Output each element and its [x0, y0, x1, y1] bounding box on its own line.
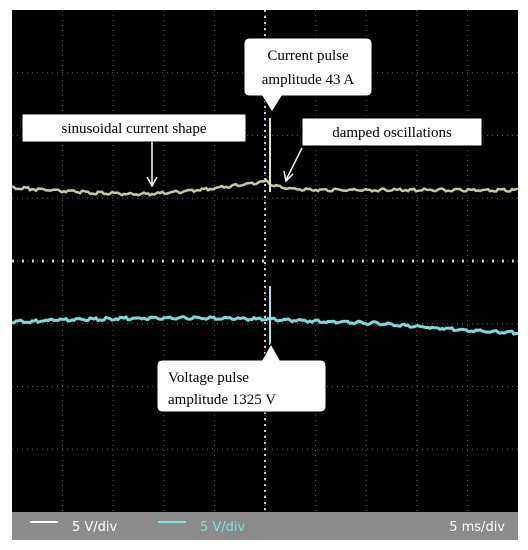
- traces: [11, 118, 519, 345]
- annotation-text: amplitude 1325 V: [168, 392, 276, 408]
- arrow-head: [283, 170, 294, 183]
- arrow: [285, 147, 303, 181]
- callout-current-pulse: Current pulse amplitude 43 A: [243, 37, 373, 113]
- annotation-text: sinusoidal current shape: [62, 121, 207, 137]
- current-trace: [11, 178, 519, 197]
- arrow-head: [146, 176, 158, 188]
- timebase: 5 ms/div: [449, 520, 505, 535]
- annotation-text: damped oscillations: [332, 125, 452, 141]
- callout-box: [301, 117, 483, 147]
- footer-bar: [12, 512, 518, 540]
- grid: [12, 10, 518, 512]
- annotation-text: Voltage pulse: [168, 370, 249, 386]
- callout-box: [21, 113, 247, 143]
- annotation-text: amplitude 43 A: [262, 72, 355, 88]
- channel-2-scale: 5 V/div: [200, 520, 246, 535]
- callout-box: [156, 342, 327, 413]
- callout-voltage-pulse: Voltage pulse amplitude 1325 V: [156, 342, 327, 413]
- callout-box: [243, 37, 373, 113]
- voltage-trace: [11, 315, 519, 336]
- callout-sinusoidal: sinusoidal current shape: [21, 113, 247, 188]
- callout-damped: damped oscillations: [283, 117, 483, 183]
- annotation-text: Current pulse: [267, 48, 349, 64]
- channel-1-scale: 5 V/div: [72, 520, 118, 535]
